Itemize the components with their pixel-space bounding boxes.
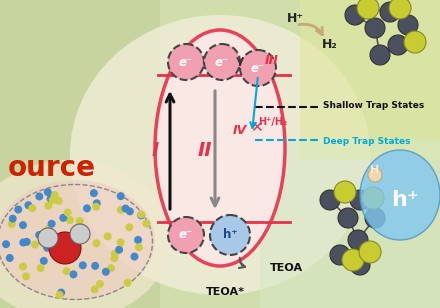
Circle shape [44,188,52,196]
Circle shape [143,220,150,228]
Circle shape [6,254,14,262]
Circle shape [240,50,276,86]
Circle shape [55,197,63,205]
Circle shape [43,244,51,252]
Circle shape [48,241,56,249]
Circle shape [330,245,350,265]
Circle shape [389,0,411,19]
Circle shape [137,210,145,218]
Circle shape [388,35,408,55]
Circle shape [338,208,358,228]
Circle shape [362,187,384,209]
Circle shape [126,207,134,215]
Circle shape [91,262,99,270]
Circle shape [134,236,142,244]
Ellipse shape [70,15,370,295]
Circle shape [70,224,90,244]
Text: I: I [151,140,159,160]
Circle shape [22,272,30,280]
Text: H⁺: H⁺ [286,11,304,25]
Text: Deep Trap States: Deep Trap States [323,136,411,145]
Circle shape [357,0,379,19]
Circle shape [350,255,370,275]
Circle shape [117,238,125,246]
Circle shape [31,241,39,249]
Circle shape [48,240,56,248]
Circle shape [368,168,382,182]
Text: H₂: H₂ [322,38,338,51]
Circle shape [23,238,31,246]
FancyArrowPatch shape [299,24,323,35]
Circle shape [125,223,133,231]
Circle shape [107,264,115,272]
Ellipse shape [0,180,155,300]
Text: H: H [370,165,380,175]
Circle shape [49,232,81,264]
Circle shape [334,181,356,203]
Circle shape [111,250,119,258]
Circle shape [64,209,72,217]
Circle shape [93,199,101,207]
Circle shape [51,191,59,199]
Circle shape [380,2,400,22]
Circle shape [79,261,87,269]
Circle shape [55,291,63,299]
Circle shape [2,240,10,248]
Circle shape [359,241,381,263]
Circle shape [59,214,67,222]
Circle shape [14,205,22,213]
Circle shape [135,243,143,251]
Circle shape [168,44,204,80]
Circle shape [35,231,43,239]
Circle shape [92,203,100,211]
Circle shape [83,204,91,212]
Circle shape [35,192,43,201]
Circle shape [370,45,390,65]
Ellipse shape [0,160,170,308]
Circle shape [90,189,98,197]
Circle shape [124,279,132,287]
Circle shape [47,195,55,203]
Circle shape [365,208,385,228]
Circle shape [117,206,125,214]
Circle shape [24,201,33,209]
Circle shape [9,215,17,223]
Text: H⁺/H₂: H⁺/H₂ [258,117,287,127]
Text: Shallow Trap States: Shallow Trap States [323,102,424,111]
Text: IV: IV [233,124,247,136]
Circle shape [96,280,104,288]
Text: h⁺: h⁺ [223,229,237,241]
Circle shape [66,216,74,224]
Circle shape [398,15,418,35]
Text: e⁻: e⁻ [215,55,229,68]
Circle shape [49,196,57,204]
Circle shape [45,224,53,232]
Circle shape [76,217,84,225]
Text: ✕: ✕ [249,120,262,136]
Circle shape [28,204,36,212]
Circle shape [38,228,58,248]
Circle shape [168,217,204,253]
FancyBboxPatch shape [160,0,440,308]
Circle shape [40,257,48,265]
FancyBboxPatch shape [300,0,440,160]
FancyArrowPatch shape [239,258,245,268]
FancyBboxPatch shape [260,140,440,308]
Circle shape [70,270,77,278]
Circle shape [345,5,365,25]
Circle shape [365,18,385,38]
Circle shape [37,264,44,272]
Text: h⁺: h⁺ [391,190,419,210]
Circle shape [57,289,65,297]
Text: e⁻: e⁻ [179,229,193,241]
Circle shape [19,238,27,246]
Circle shape [79,231,88,239]
Circle shape [117,192,125,200]
Circle shape [320,190,340,210]
Circle shape [19,221,27,229]
Text: TEOA*: TEOA* [205,287,245,297]
Circle shape [62,267,70,275]
Circle shape [404,31,426,53]
Circle shape [8,220,16,228]
